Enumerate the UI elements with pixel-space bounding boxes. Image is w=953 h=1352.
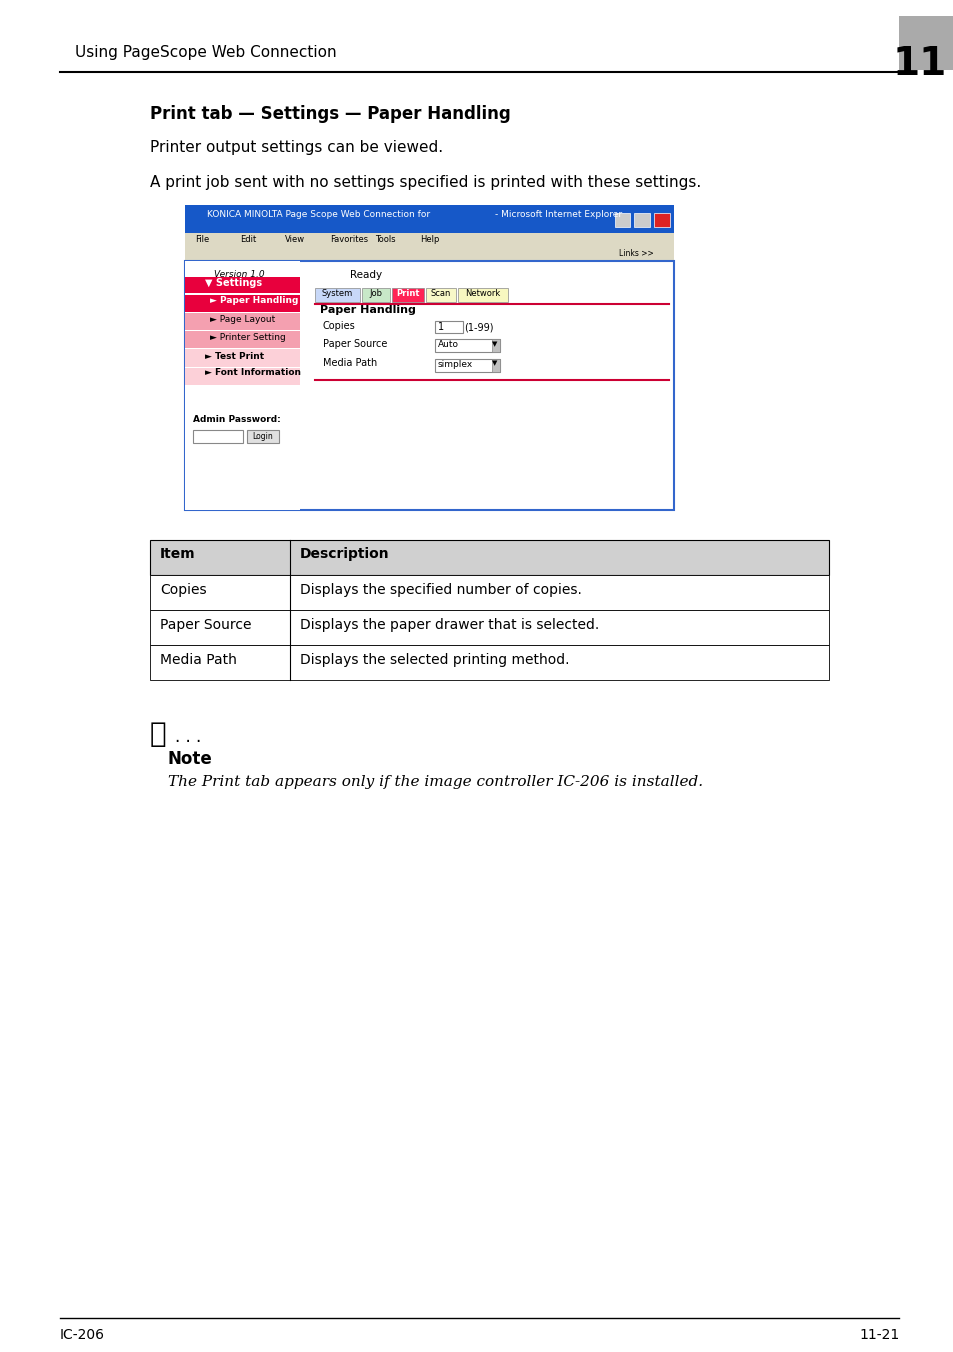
Text: . . .: . . .: [174, 727, 201, 746]
Text: (1-99): (1-99): [464, 322, 494, 333]
Text: ► Page Layout: ► Page Layout: [210, 315, 274, 324]
Text: 🖊: 🖊: [150, 721, 167, 748]
Text: A print job sent with no settings specified is printed with these settings.: A print job sent with no settings specif…: [150, 174, 700, 191]
Bar: [361, 288, 389, 301]
Text: Media Path: Media Path: [322, 358, 376, 368]
Bar: [185, 261, 299, 510]
Text: Edit: Edit: [239, 235, 255, 243]
Text: ► Printer Setting: ► Printer Setting: [210, 333, 285, 342]
Text: simplex: simplex: [437, 360, 473, 369]
Text: ► Paper Handling: ► Paper Handling: [210, 296, 298, 306]
Text: Version 1.0: Version 1.0: [214, 270, 265, 279]
Text: Links >>: Links >>: [618, 249, 654, 258]
Text: ▼ Settings: ▼ Settings: [205, 279, 262, 288]
Text: Displays the specified number of copies.: Displays the specified number of copies.: [299, 583, 581, 598]
Text: Print: Print: [395, 289, 419, 297]
Bar: [185, 206, 674, 233]
Bar: [634, 214, 650, 227]
Text: IC-206: IC-206: [60, 1328, 105, 1343]
Bar: [150, 645, 828, 680]
Text: Paper Handling: Paper Handling: [319, 306, 416, 315]
Text: Media Path: Media Path: [160, 653, 236, 667]
Bar: [185, 368, 299, 385]
Text: 1: 1: [437, 322, 443, 333]
Text: Displays the paper drawer that is selected.: Displays the paper drawer that is select…: [299, 618, 598, 631]
Text: File: File: [194, 235, 209, 243]
Bar: [491, 339, 499, 352]
Text: Ready: Ready: [350, 270, 381, 280]
Bar: [185, 349, 299, 366]
Text: Scan: Scan: [430, 289, 451, 297]
Text: ▼: ▼: [492, 341, 497, 347]
Bar: [185, 314, 299, 330]
Bar: [435, 320, 462, 333]
Bar: [425, 288, 456, 301]
Bar: [435, 339, 499, 352]
Text: Admin Password:: Admin Password:: [193, 415, 280, 425]
Text: View: View: [284, 235, 305, 243]
Bar: [457, 288, 507, 301]
Text: Paper Source: Paper Source: [160, 618, 251, 631]
Text: Printer output settings can be viewed.: Printer output settings can be viewed.: [150, 141, 442, 155]
Text: Favorites: Favorites: [330, 235, 368, 243]
Bar: [150, 539, 828, 575]
Text: Job: Job: [369, 289, 382, 297]
Bar: [899, 16, 952, 70]
Text: 11-21: 11-21: [858, 1328, 899, 1343]
Text: Help: Help: [419, 235, 438, 243]
Bar: [392, 288, 423, 301]
Bar: [185, 261, 674, 510]
Text: Copies: Copies: [160, 583, 206, 598]
Bar: [150, 610, 828, 645]
Text: The Print tab appears only if the image controller IC-206 is installed.: The Print tab appears only if the image …: [168, 775, 702, 790]
Text: ► Test Print: ► Test Print: [205, 352, 264, 361]
Text: 11: 11: [891, 45, 945, 82]
Text: Tools: Tools: [375, 235, 395, 243]
Bar: [185, 295, 299, 312]
Bar: [185, 331, 299, 347]
Bar: [435, 360, 499, 372]
Text: Item: Item: [160, 548, 195, 561]
Text: Displays the selected printing method.: Displays the selected printing method.: [299, 653, 569, 667]
Text: Network: Network: [464, 289, 499, 297]
Bar: [185, 277, 299, 293]
Bar: [314, 288, 359, 301]
Text: Login: Login: [253, 433, 273, 441]
Text: Print tab — Settings — Paper Handling: Print tab — Settings — Paper Handling: [150, 105, 510, 123]
Text: Note: Note: [168, 750, 213, 768]
Bar: [491, 360, 499, 372]
Text: - Microsoft Internet Explorer: - Microsoft Internet Explorer: [494, 210, 621, 219]
Bar: [150, 575, 828, 610]
Bar: [193, 430, 243, 443]
Text: Auto: Auto: [437, 339, 458, 349]
Text: ► Font Information: ► Font Information: [205, 368, 300, 377]
Text: KONICA MINOLTA Page Scope Web Connection for: KONICA MINOLTA Page Scope Web Connection…: [207, 210, 430, 219]
Text: Paper Source: Paper Source: [322, 339, 387, 349]
Bar: [247, 430, 278, 443]
Bar: [185, 247, 674, 261]
Text: System: System: [321, 289, 352, 297]
Bar: [614, 214, 630, 227]
Text: Using PageScope Web Connection: Using PageScope Web Connection: [75, 45, 336, 59]
Text: Description: Description: [299, 548, 389, 561]
Bar: [654, 214, 670, 227]
Text: Copies: Copies: [322, 320, 355, 331]
Bar: [185, 233, 674, 247]
Text: ▼: ▼: [492, 360, 497, 366]
